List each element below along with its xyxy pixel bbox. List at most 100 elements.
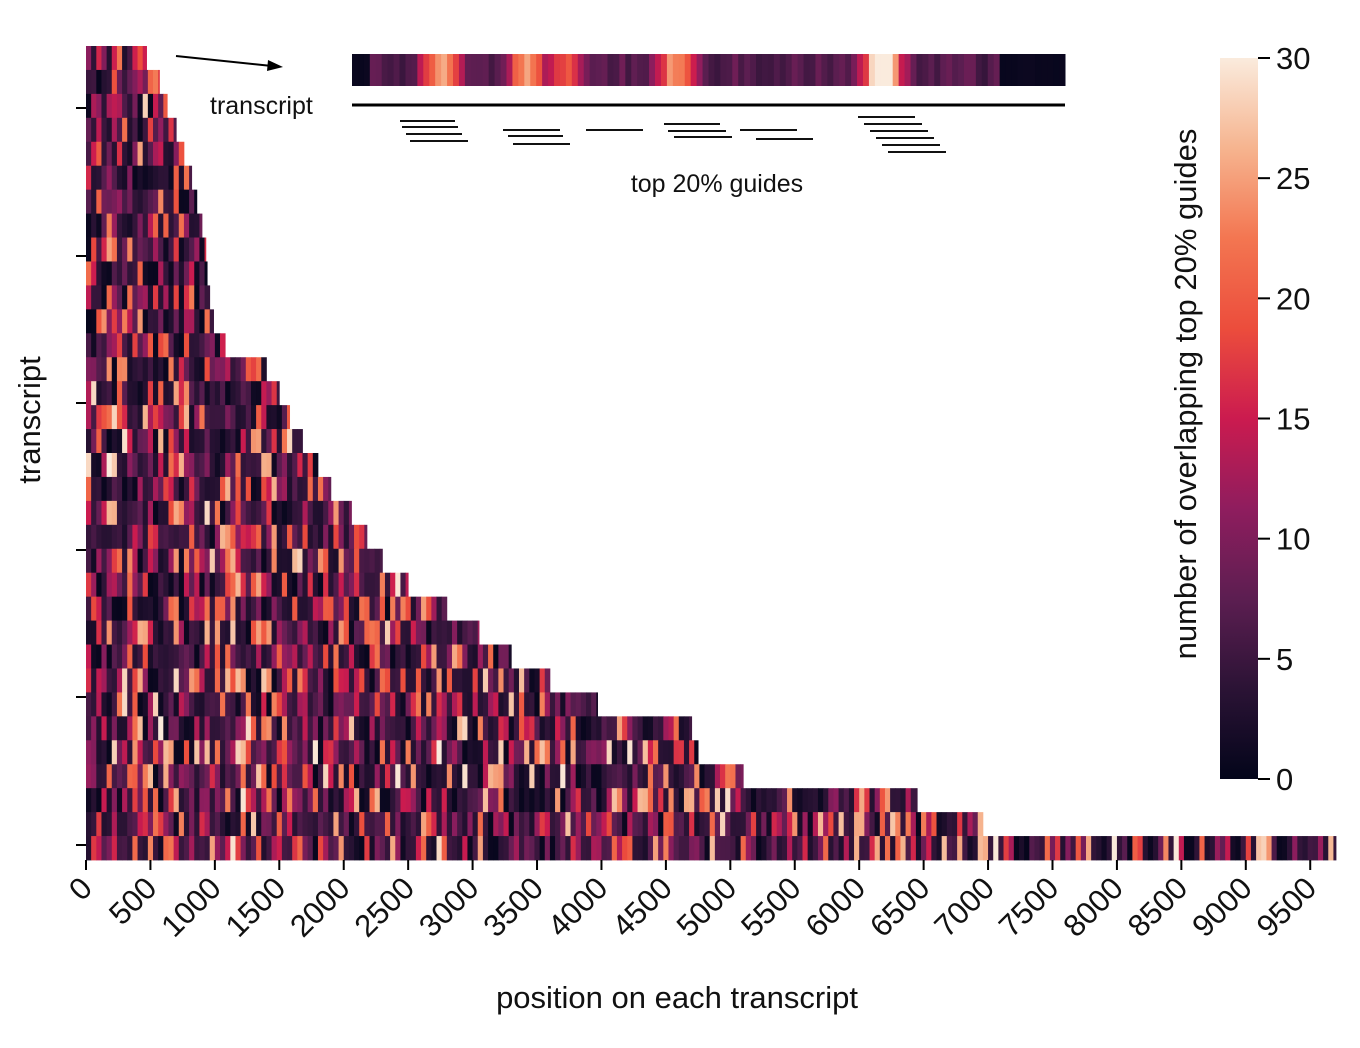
heatmap-cell <box>421 740 427 765</box>
heatmap-cell <box>482 764 489 789</box>
heatmap-cell <box>869 836 876 861</box>
heatmap-cell <box>240 764 247 789</box>
heatmap-cell <box>96 836 102 861</box>
heatmap-cell <box>111 261 118 286</box>
heatmap-cell <box>91 237 97 262</box>
heatmap-cell <box>122 46 128 71</box>
heatmap-cell <box>596 692 598 717</box>
heatmap-cell <box>333 596 339 621</box>
heatmap-cell <box>250 836 257 861</box>
heatmap-cell <box>106 309 113 334</box>
heatmap-cell <box>323 476 329 502</box>
heatmap-cell <box>183 476 190 502</box>
heatmap-cell <box>488 692 494 717</box>
heatmap-cell <box>642 788 649 813</box>
heatmap-cell <box>158 165 164 191</box>
heatmap-cell <box>704 764 711 789</box>
heatmap-cell <box>235 668 242 693</box>
heatmap-cell <box>379 620 386 645</box>
heatmap-cell <box>230 764 236 789</box>
heatmap-cell <box>96 429 102 454</box>
heatmap-cell <box>209 740 216 765</box>
heatmap-cell <box>163 333 169 358</box>
heatmap-cell <box>245 668 252 693</box>
heatmap-cell <box>271 764 278 789</box>
heatmap-cell <box>405 812 412 837</box>
heatmap-cell <box>214 357 221 382</box>
heatmap-cell <box>142 453 149 478</box>
heatmap-cell <box>271 740 278 765</box>
heatmap-cell <box>178 668 185 693</box>
heatmap-cell <box>91 69 97 95</box>
heatmap-cell <box>591 716 597 741</box>
heatmap-cell <box>276 788 283 813</box>
heatmap-cell <box>194 812 200 837</box>
heatmap-cell <box>147 333 154 358</box>
heatmap-cell <box>173 189 180 214</box>
heatmap-cell <box>338 572 345 598</box>
heatmap-cell <box>220 836 226 861</box>
heatmap-cell <box>555 812 561 837</box>
heatmap-cell <box>1235 836 1242 861</box>
heatmap-cell <box>173 548 180 574</box>
heatmap-cell <box>101 237 108 262</box>
heatmap-cell <box>328 596 334 621</box>
heatmap-cell <box>580 740 587 765</box>
heatmap-cell <box>214 548 221 574</box>
heatmap-cell <box>477 836 484 861</box>
heatmap-cell <box>292 836 298 861</box>
heatmap-cell <box>271 668 278 693</box>
heatmap-cell <box>158 836 164 861</box>
heatmap-cell <box>235 620 242 645</box>
inset-strip-cell <box>607 54 614 86</box>
heatmap-cell <box>436 812 443 837</box>
heatmap-cell <box>807 836 814 861</box>
heatmap-cell <box>116 381 123 406</box>
heatmap-cell <box>1245 836 1252 861</box>
heatmap-cell <box>513 692 520 717</box>
heatmap-cell <box>183 692 190 717</box>
heatmap-cell <box>926 812 932 837</box>
heatmap-cell <box>271 812 278 837</box>
heatmap-cell <box>127 93 133 119</box>
heatmap-cell <box>173 237 180 262</box>
heatmap-cell <box>96 788 102 813</box>
heatmap-cell <box>297 524 303 550</box>
heatmap-cell <box>173 740 180 765</box>
heatmap-cell <box>189 285 195 310</box>
heatmap-cell <box>199 213 203 238</box>
heatmap-cell <box>637 716 644 741</box>
heatmap-cell <box>745 812 752 837</box>
heatmap-cell <box>379 716 386 741</box>
heatmap-cell <box>281 716 288 741</box>
heatmap-cell <box>946 836 953 861</box>
inset-strip-cell <box>352 54 359 86</box>
heatmap-cell <box>111 405 118 430</box>
heatmap-cell <box>189 213 195 238</box>
heatmap-cell <box>194 285 200 310</box>
heatmap-cell <box>333 716 339 741</box>
heatmap-cell <box>111 812 118 837</box>
heatmap-cell <box>1199 836 1205 861</box>
heatmap-cell <box>854 812 860 837</box>
heatmap-cell <box>178 548 185 574</box>
heatmap-cell <box>204 740 211 765</box>
heatmap-row <box>86 285 211 310</box>
heatmap-cell <box>132 189 138 214</box>
heatmap-cell <box>261 429 267 454</box>
heatmap-cell <box>209 812 216 837</box>
heatmap-cell <box>101 572 108 598</box>
heatmap-cell <box>560 740 566 765</box>
heatmap-cell <box>204 500 211 526</box>
heatmap-cell <box>163 237 169 262</box>
inset-strip-cell <box>785 54 793 86</box>
heatmap-cell <box>374 692 381 717</box>
heatmap-cell <box>364 572 370 598</box>
heatmap-cell <box>591 692 597 717</box>
heatmap-cell <box>338 788 345 813</box>
heatmap-cell <box>116 333 123 358</box>
heatmap-cell <box>147 213 154 238</box>
heatmap-cell <box>106 620 113 645</box>
heatmap-cell <box>266 405 272 430</box>
heatmap-cell <box>271 716 278 741</box>
